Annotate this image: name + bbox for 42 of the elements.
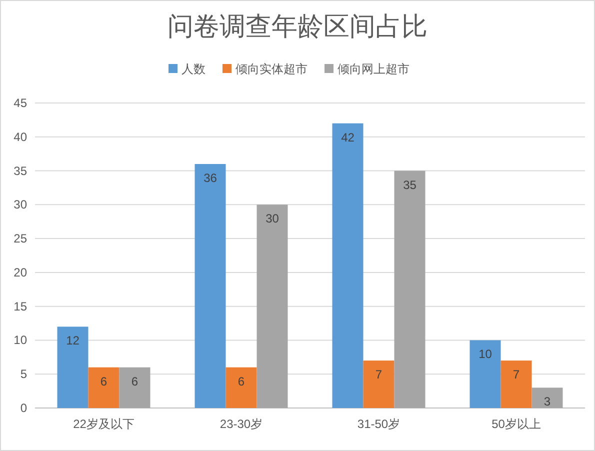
y-tick-label: 5 [20, 367, 28, 382]
bar [394, 170, 426, 408]
y-tick-label: 40 [14, 130, 28, 144]
legend-label: 倾向实体超市 [236, 62, 308, 76]
x-tick-label: 23-30岁 [220, 417, 263, 431]
legend-label: 倾向网上超市 [338, 62, 410, 76]
data-label: 36 [204, 171, 218, 185]
data-label: 6 [100, 374, 108, 388]
bar [88, 367, 120, 408]
y-tick-label: 15 [14, 299, 28, 314]
bar [532, 388, 563, 408]
bar [194, 164, 226, 408]
x-tick-label: 50岁以上 [492, 417, 541, 431]
data-label: 7 [375, 368, 382, 382]
data-label: 6 [238, 374, 245, 388]
data-label: 6 [131, 374, 138, 388]
data-label: 7 [512, 368, 520, 382]
bar [332, 123, 364, 408]
data-label: 42 [341, 130, 355, 144]
data-label: 12 [66, 334, 80, 348]
bar [226, 367, 257, 408]
y-tick-label: 45 [14, 96, 28, 110]
bar [119, 367, 150, 408]
x-tick-label: 31-50岁 [357, 417, 400, 431]
bar [256, 204, 288, 408]
y-tick-label: 0 [20, 401, 28, 415]
bar [470, 340, 501, 408]
bar [363, 360, 394, 408]
legend-label: 人数 [182, 62, 206, 76]
y-tick-label: 25 [14, 232, 28, 246]
data-label: 30 [266, 212, 280, 226]
bar [57, 326, 88, 408]
y-tick-label: 20 [14, 265, 28, 280]
chart-title: 问卷调查年龄区间占比 [168, 11, 428, 41]
y-tick-label: 35 [14, 164, 28, 178]
x-tick-label: 22岁及以下 [73, 417, 134, 431]
data-label: 35 [403, 178, 417, 192]
y-tick-label: 10 [14, 333, 28, 348]
y-tick-label: 30 [14, 198, 28, 212]
data-label: 3 [544, 394, 551, 409]
data-label: 10 [478, 347, 492, 362]
bar [500, 360, 532, 408]
